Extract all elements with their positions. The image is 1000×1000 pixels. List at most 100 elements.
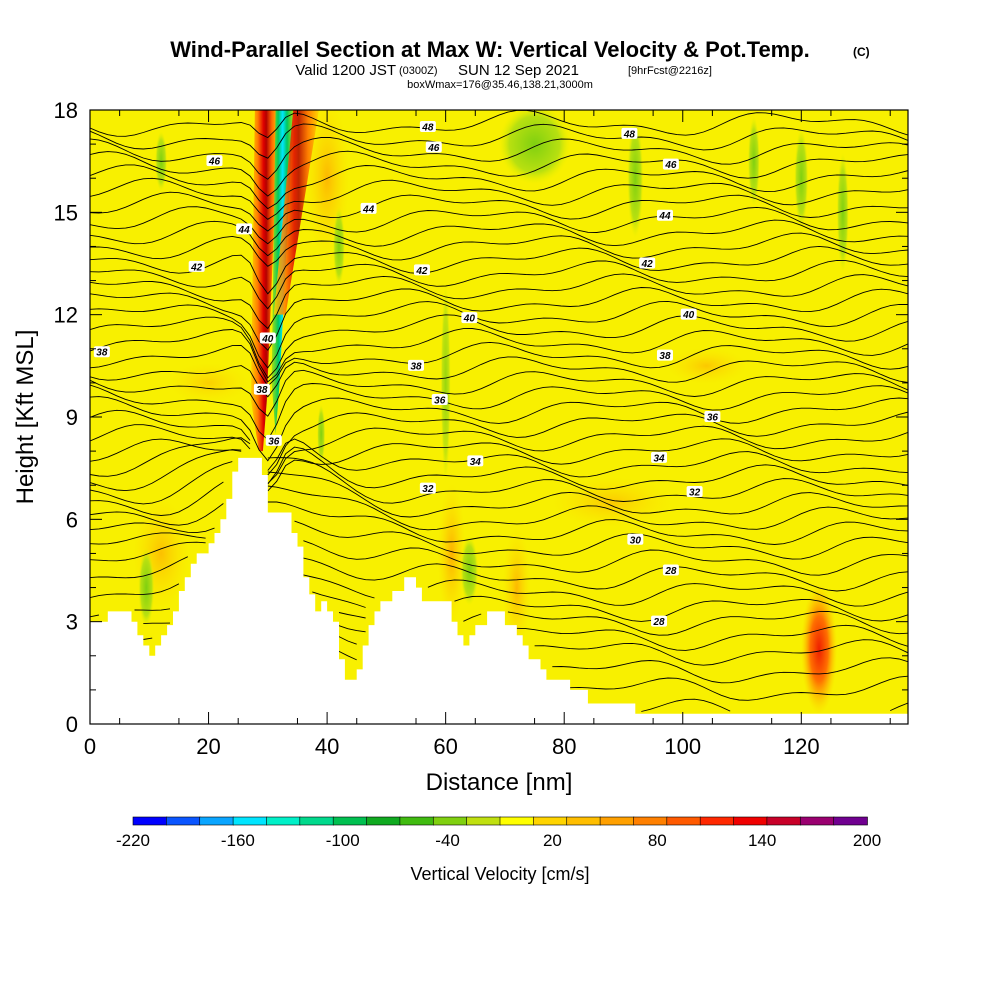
contour-label-bg (206, 155, 223, 167)
colorbar-tick-label: -160 (221, 831, 255, 850)
downdraft-streak (317, 404, 326, 465)
colorbar-tick-label: 20 (543, 831, 562, 850)
contour-label-bg (419, 121, 436, 133)
contour-label: 42 (639, 257, 656, 270)
contour-label-text: 46 (208, 157, 221, 168)
downdraft-streak (332, 206, 345, 287)
theta-contour-line (90, 191, 908, 232)
contour-label: 30 (627, 533, 644, 546)
contour-label-bg (662, 158, 679, 170)
contour-label-bg (686, 486, 703, 498)
updraft-core (250, 110, 279, 452)
contour-label-text: 40 (682, 310, 695, 321)
colorbar-tick-label: 200 (853, 831, 881, 850)
chart-title: Wind-Parallel Section at Max W: Vertical… (170, 37, 810, 62)
theta-contour-line (90, 150, 908, 197)
downdraft-streak (138, 547, 155, 628)
downdraft-streak (460, 535, 479, 606)
theta-contour-line (338, 650, 908, 684)
contour-label: 38 (656, 349, 673, 362)
contour-label-bg (188, 260, 205, 272)
theta-contour-line (90, 219, 908, 257)
contour-label-text: 42 (415, 266, 428, 277)
contour-label-text: 46 (427, 143, 440, 154)
y-tick-label: 0 (66, 712, 78, 737)
theta-contour-line (90, 232, 908, 267)
contour-label-bg (704, 411, 721, 422)
forecast-info: [9hrFcst@2216z] (628, 65, 712, 77)
colorbar-swatch (533, 816, 568, 826)
contour-label-bg (656, 349, 673, 361)
contour-label-text: 28 (652, 617, 665, 628)
contour-label-text: 42 (190, 262, 203, 273)
contour-label-bg (259, 332, 276, 344)
colorbar-swatch (666, 816, 701, 826)
x-tick-label: 80 (552, 734, 576, 759)
theta-contour-line (90, 556, 908, 592)
theta-contour-line (90, 438, 908, 492)
theta-contour-line (90, 341, 908, 387)
theta-contour-line (90, 177, 908, 220)
downdraft-streak (627, 118, 644, 239)
contour-label: 42 (188, 260, 205, 273)
contour-label-text: 36 (268, 436, 280, 447)
axis-ticks (89, 109, 908, 725)
colorbar-swatch (466, 816, 501, 826)
contour-label: 38 (253, 383, 270, 396)
contour-label-text: 32 (422, 484, 434, 495)
y-tick-label: 18 (54, 98, 78, 123)
colorbar-swatch (566, 816, 601, 826)
contour-label-bg (680, 308, 697, 320)
colorbar-swatch (766, 816, 802, 826)
theta-contour-line (143, 610, 908, 636)
box-info: boxWmax=176@35.46,138.21,3000m (407, 79, 593, 91)
theta-contour-line (90, 164, 908, 210)
contour-label: 46 (425, 141, 442, 154)
y-tick-label: 9 (66, 405, 78, 430)
contour-label: 42 (413, 264, 430, 277)
theta-contour-line (90, 137, 908, 180)
contour-label-bg (236, 223, 253, 235)
colorbar-swatch (733, 816, 768, 826)
theta-contour-line (90, 457, 908, 505)
x-tick-label: 20 (196, 734, 220, 759)
contour-label: 38 (408, 359, 425, 372)
contour-label: 36 (265, 434, 282, 447)
theta-contour-line (90, 574, 908, 607)
theta-contour-line (90, 287, 908, 351)
contour-label-text: 30 (630, 535, 642, 546)
contour-label-text: 48 (421, 123, 434, 134)
contour-label: 32 (686, 486, 703, 499)
contour-label-bg (461, 312, 478, 324)
contour-label-text: 38 (256, 385, 268, 396)
contour-label-text: 44 (658, 211, 671, 222)
contour-label: 28 (662, 564, 679, 577)
contour-label-text: 40 (463, 314, 476, 325)
x-axis-label: Distance [nm] (426, 769, 573, 796)
colorbar-swatch (299, 816, 334, 826)
colorbar-swatch (599, 816, 635, 826)
warm-patch (666, 347, 747, 384)
colorbar-swatch (199, 816, 234, 826)
colorbar-labels: -220 -160 -100 -40 20 80 140 200 (116, 831, 881, 850)
contour-label: 44 (360, 202, 377, 215)
potential-temperature-contours (90, 110, 908, 712)
contour-label-text: 34 (653, 453, 665, 464)
theta-contour-line (90, 591, 908, 622)
contour-label-bg (265, 434, 282, 446)
downdraft-streak (836, 152, 849, 273)
contour-label-bg (93, 346, 110, 358)
x-tick-label: 0 (84, 734, 96, 759)
colorbar-tick-label: 140 (748, 831, 776, 850)
colorbar (132, 816, 868, 826)
theta-contour-line (90, 485, 908, 531)
contour-label-text: 38 (410, 361, 422, 372)
valid-date: SUN 12 Sep 2021 (458, 62, 579, 79)
theta-contour-line (143, 624, 908, 651)
theta-contour-line (90, 396, 908, 462)
warm-patch (502, 527, 531, 648)
contour-label-text: 36 (707, 413, 719, 424)
contour-label-bg (651, 615, 668, 627)
contour-label-bg (431, 393, 448, 405)
